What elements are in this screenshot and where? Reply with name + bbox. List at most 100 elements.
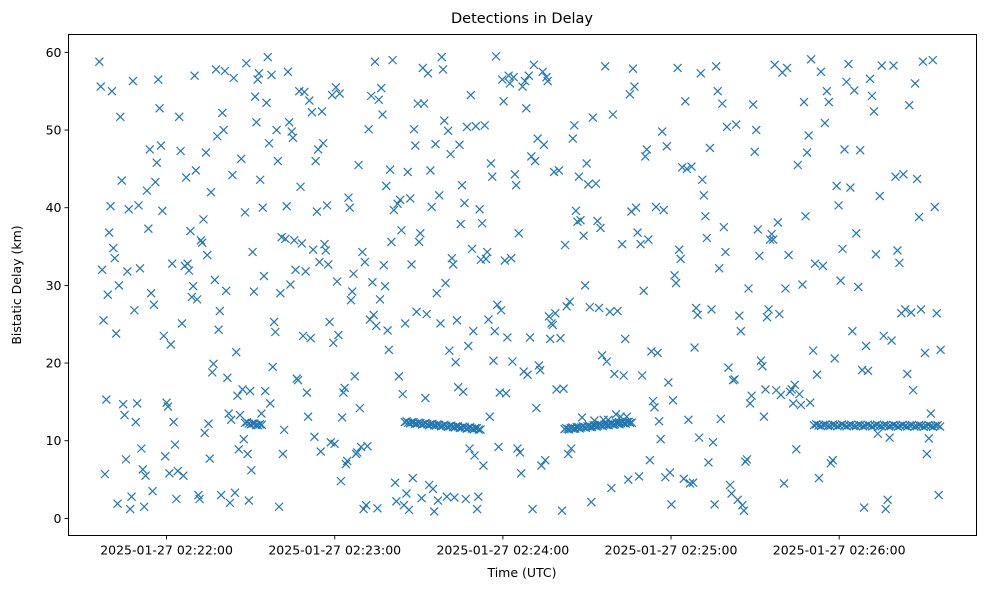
data-point — [609, 369, 619, 379]
data-point — [204, 419, 213, 429]
data-point — [468, 326, 478, 336]
data-point — [879, 331, 889, 341]
data-point — [432, 288, 442, 298]
data-point — [725, 480, 735, 490]
data-point — [296, 182, 305, 192]
data-point — [594, 303, 604, 313]
data-point — [847, 326, 857, 336]
data-point — [461, 494, 471, 504]
data-point — [674, 245, 684, 255]
data-point — [628, 64, 638, 74]
data-point — [842, 77, 851, 87]
data-point — [643, 235, 653, 244]
data-point — [190, 71, 200, 81]
data-point — [485, 412, 495, 422]
data-point — [308, 245, 318, 255]
data-point — [366, 91, 376, 101]
data-point — [374, 95, 384, 105]
data-point — [246, 465, 256, 475]
data-point — [328, 338, 338, 348]
data-point — [422, 309, 432, 319]
data-point — [410, 141, 420, 150]
data-point — [384, 345, 394, 355]
data-point — [455, 140, 464, 150]
data-point — [893, 422, 903, 432]
data-point — [141, 471, 150, 481]
data-point — [557, 506, 567, 516]
data-point — [104, 228, 114, 237]
data-point — [625, 418, 635, 428]
data-point — [342, 456, 352, 466]
data-point — [262, 98, 271, 108]
data-point — [412, 307, 421, 317]
data-point — [344, 193, 353, 203]
data-point — [427, 202, 437, 212]
data-point — [791, 444, 801, 454]
data-point — [333, 330, 343, 340]
data-point — [379, 260, 389, 270]
data-point — [845, 183, 855, 192]
x-tick-label: 2025-01-27 02:23:00 — [268, 543, 401, 558]
data-point — [475, 204, 485, 214]
data-point — [934, 490, 944, 500]
data-point — [255, 175, 265, 185]
data-point — [525, 333, 535, 342]
data-point — [568, 134, 578, 144]
x-tick-label: 2025-01-27 02:26:00 — [773, 543, 906, 558]
data-point — [312, 207, 322, 217]
data-point — [935, 422, 945, 431]
data-point — [811, 419, 821, 429]
data-point — [331, 82, 341, 92]
data-point — [240, 207, 250, 217]
data-point — [836, 276, 846, 286]
x-tick-label: 2025-01-27 02:25:00 — [605, 543, 738, 558]
data-point — [371, 321, 381, 331]
data-point — [106, 201, 115, 211]
data-point — [323, 259, 333, 269]
data-point — [148, 486, 157, 496]
data-point — [563, 449, 573, 459]
data-point — [759, 412, 769, 422]
data-point — [796, 400, 806, 410]
data-point — [881, 504, 891, 514]
data-point — [417, 493, 427, 503]
data-point — [804, 131, 814, 140]
data-point — [683, 415, 693, 425]
data-point — [736, 326, 746, 336]
data-point — [239, 434, 249, 444]
data-point — [520, 76, 530, 86]
data-point — [321, 246, 331, 255]
data-point — [273, 156, 283, 166]
data-point — [330, 439, 340, 449]
data-point — [389, 205, 399, 215]
data-point — [509, 72, 519, 82]
data-point — [600, 61, 610, 71]
data-point — [912, 174, 922, 184]
data-point — [722, 122, 732, 132]
data-point — [756, 356, 766, 366]
data-point — [885, 433, 895, 443]
data-point — [910, 79, 920, 88]
y-tick-label: 0 — [54, 511, 62, 526]
data-point — [571, 206, 581, 216]
data-point — [902, 422, 912, 432]
data-point — [458, 387, 468, 397]
data-point — [739, 506, 749, 516]
data-point — [94, 57, 104, 67]
data-point — [816, 67, 826, 77]
data-point — [924, 433, 934, 443]
data-point — [651, 202, 661, 212]
data-point — [400, 417, 410, 427]
data-point — [872, 420, 882, 430]
data-point — [685, 479, 695, 488]
data-point — [317, 106, 327, 116]
data-point — [538, 67, 548, 77]
data-point — [536, 461, 546, 471]
data-point — [928, 55, 938, 65]
data-point — [132, 399, 142, 408]
data-point — [873, 429, 883, 439]
data-point — [298, 331, 308, 341]
data-point — [529, 60, 539, 70]
data-point — [577, 413, 587, 422]
data-point — [762, 312, 772, 322]
